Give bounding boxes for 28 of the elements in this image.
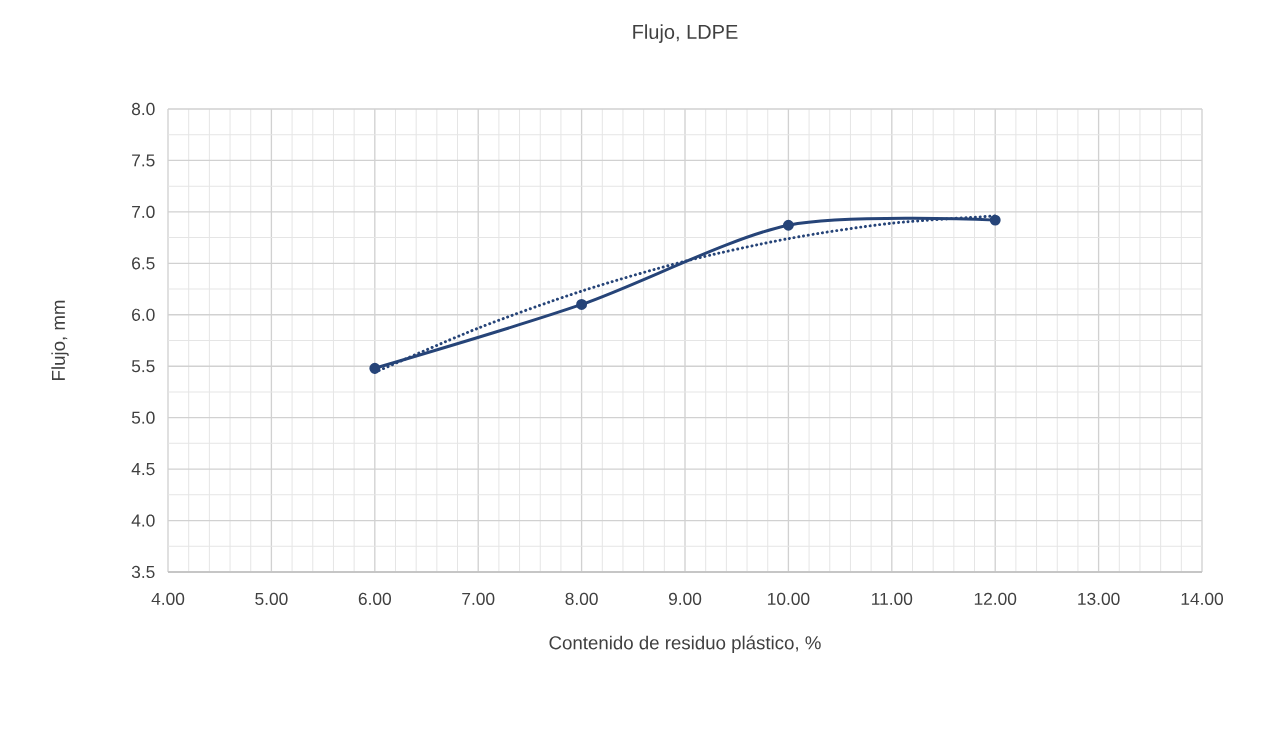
x-tick-label: 13.00 bbox=[1078, 592, 1120, 605]
chart-title: Flujo, LDPE bbox=[633, 24, 738, 43]
y-tick-label: 5.5 bbox=[131, 360, 155, 373]
y-tick-label: 7.5 bbox=[132, 154, 155, 167]
y-tick-label: 4.5 bbox=[131, 463, 155, 476]
x-axis-title: Contenido de residuo plástico, % bbox=[549, 635, 821, 654]
y-tick-label: 3.5 bbox=[131, 565, 155, 579]
x-tick-label: 14.00 bbox=[1181, 592, 1224, 605]
point bbox=[369, 362, 381, 374]
x-tick-label: 12.00 bbox=[974, 592, 1017, 605]
x-tick-label: 4.00 bbox=[151, 592, 185, 605]
x-tick-label: 8.00 bbox=[565, 592, 598, 605]
y-tick-label: 7.0 bbox=[132, 205, 155, 219]
x-tick-label: 5.00 bbox=[255, 592, 288, 605]
y-tick-label: 4.0 bbox=[131, 514, 155, 527]
point bbox=[576, 299, 588, 310]
x-tick-label: 6.00 bbox=[358, 592, 391, 605]
x-tick-label: 9.00 bbox=[668, 592, 702, 605]
y-tick-label: 8.0 bbox=[131, 102, 155, 116]
x-tick-label: 11.00 bbox=[872, 592, 913, 605]
point bbox=[782, 219, 794, 231]
y-tick-label: 5.0 bbox=[131, 411, 155, 424]
point bbox=[989, 214, 1001, 226]
y-tick-label: 6.0 bbox=[132, 308, 155, 321]
x-tick-label: 7.00 bbox=[462, 592, 495, 605]
y-axis-title: Flujo, mm bbox=[51, 300, 69, 380]
y-tick-label: 6.5 bbox=[132, 257, 155, 270]
x-tick-label: 10.00 bbox=[768, 592, 810, 605]
